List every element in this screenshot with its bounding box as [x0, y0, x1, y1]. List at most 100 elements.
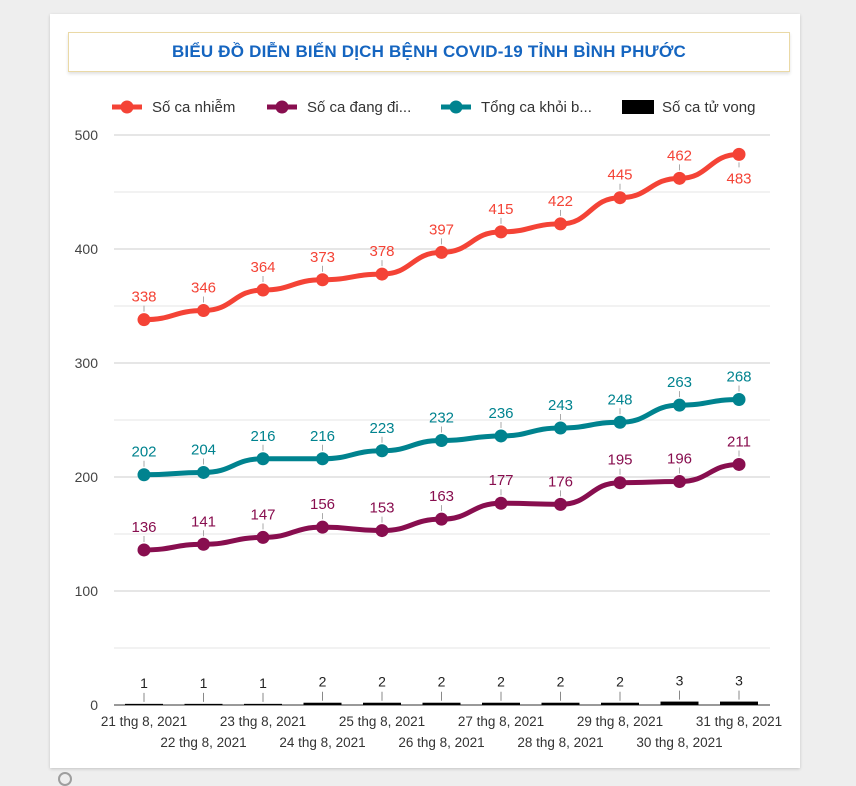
line-data-label: 243 [548, 397, 573, 414]
line-data-label: 211 [727, 433, 751, 450]
line-data-label: 483 [726, 170, 751, 187]
bar-data-label: 3 [735, 673, 743, 689]
chart-card: BIỂU ĐỒ DIỄN BIẾN DỊCH BỆNH COVID-19 TỈN… [50, 14, 800, 768]
line-data-label: 397 [429, 221, 454, 238]
data-point [554, 497, 567, 511]
data-point [494, 225, 508, 239]
line-data-label: 216 [310, 428, 335, 445]
bar-mark [303, 702, 342, 705]
data-point [435, 512, 448, 526]
line-data-label: 462 [667, 147, 692, 164]
bar-mark [541, 702, 580, 705]
bar-mark [125, 703, 163, 705]
chart-title: BIỂU ĐỒ DIỄN BIẾN DỊCH BỆNH COVID-19 TỈN… [171, 42, 687, 61]
bar-data-label: 2 [497, 674, 505, 690]
line-data-label: 176 [548, 473, 573, 490]
legend-label: Tổng ca khỏi b... [481, 99, 592, 116]
page-indicator-icon [58, 772, 72, 786]
data-point [316, 520, 329, 534]
x-tick-label: 21 thg 8, 2021 [101, 714, 187, 729]
data-point [197, 465, 210, 479]
legend-label: Số ca nhiễm [152, 99, 235, 116]
legend-label: Số ca tử vong [662, 99, 755, 116]
data-point [435, 245, 448, 259]
line-data-label: 216 [250, 428, 275, 445]
bar-data-label: 1 [259, 675, 267, 691]
data-point [316, 452, 329, 466]
line-data-label: 153 [369, 500, 394, 517]
bar-mark [363, 702, 401, 705]
bar-mark [720, 701, 758, 705]
data-point [613, 191, 627, 205]
data-point [375, 267, 389, 281]
x-tick-label: 28 thg 8, 2021 [517, 735, 603, 750]
data-point [197, 537, 210, 551]
x-tick-label: 27 thg 8, 2021 [458, 714, 544, 729]
y-tick-label: 400 [75, 241, 99, 257]
legend-label: Số ca đang đi... [307, 99, 411, 116]
legend-dot-marker [449, 100, 463, 114]
data-point [673, 398, 686, 412]
data-point [137, 313, 151, 327]
legend-dot-marker [275, 100, 289, 114]
bar-data-label: 2 [557, 674, 565, 690]
data-point [494, 496, 508, 510]
x-tick-label: 25 thg 8, 2021 [339, 714, 425, 729]
y-tick-label: 200 [75, 469, 99, 485]
line-data-label: 378 [369, 243, 394, 260]
line-data-label: 236 [488, 405, 513, 422]
bar-data-label: 3 [676, 673, 684, 689]
line-data-label: 195 [607, 452, 632, 469]
legend-dot-marker [120, 100, 134, 114]
line-data-label: 156 [310, 496, 335, 513]
data-point [256, 283, 270, 297]
line-data-label: 338 [131, 289, 156, 306]
bar-data-label: 2 [616, 674, 624, 690]
bar-mark [244, 703, 282, 705]
data-point [673, 475, 686, 489]
data-point [435, 434, 448, 448]
line-data-label: 415 [488, 201, 513, 218]
line-data-label: 204 [191, 441, 216, 458]
line-data-label: 177 [488, 472, 513, 489]
line-data-label: 373 [310, 249, 335, 266]
line-data-label: 346 [191, 280, 216, 297]
x-tick-label: 29 thg 8, 2021 [577, 714, 663, 729]
data-point [256, 452, 270, 466]
y-tick-label: 100 [75, 583, 99, 599]
line-data-label: 147 [250, 506, 275, 523]
bar-mark [482, 702, 520, 705]
line-data-label: 445 [607, 167, 632, 184]
x-tick-label: 31 thg 8, 2021 [696, 714, 782, 729]
line-data-label: 136 [131, 519, 156, 536]
data-point [375, 524, 389, 538]
data-point [137, 543, 151, 557]
line-data-label: 263 [667, 374, 692, 391]
chart-title-box: BIỂU ĐỒ DIỄN BIẾN DỊCH BỆNH COVID-19 TỈN… [68, 32, 790, 72]
data-point [732, 147, 746, 161]
data-point [673, 171, 686, 185]
x-tick-label: 22 thg 8, 2021 [160, 735, 246, 750]
bar-mark [660, 701, 699, 705]
line-data-label: 202 [131, 444, 156, 461]
bar-mark [422, 702, 461, 705]
data-point [732, 457, 746, 471]
data-point [613, 476, 627, 490]
x-tick-label: 30 thg 8, 2021 [636, 735, 722, 750]
line-data-label: 364 [250, 259, 275, 276]
y-tick-label: 500 [75, 127, 99, 143]
data-point [554, 421, 567, 435]
x-tick-label: 23 thg 8, 2021 [220, 714, 306, 729]
bar-mark [601, 702, 639, 705]
data-point [732, 392, 746, 406]
line-data-label: 422 [548, 193, 573, 210]
data-point [613, 415, 627, 429]
line-data-label: 248 [607, 391, 632, 408]
data-point [316, 273, 329, 287]
data-point [375, 444, 389, 458]
legend-bar-marker [622, 100, 654, 114]
data-point [554, 217, 567, 231]
y-tick-label: 300 [75, 355, 99, 371]
data-point [256, 530, 270, 544]
